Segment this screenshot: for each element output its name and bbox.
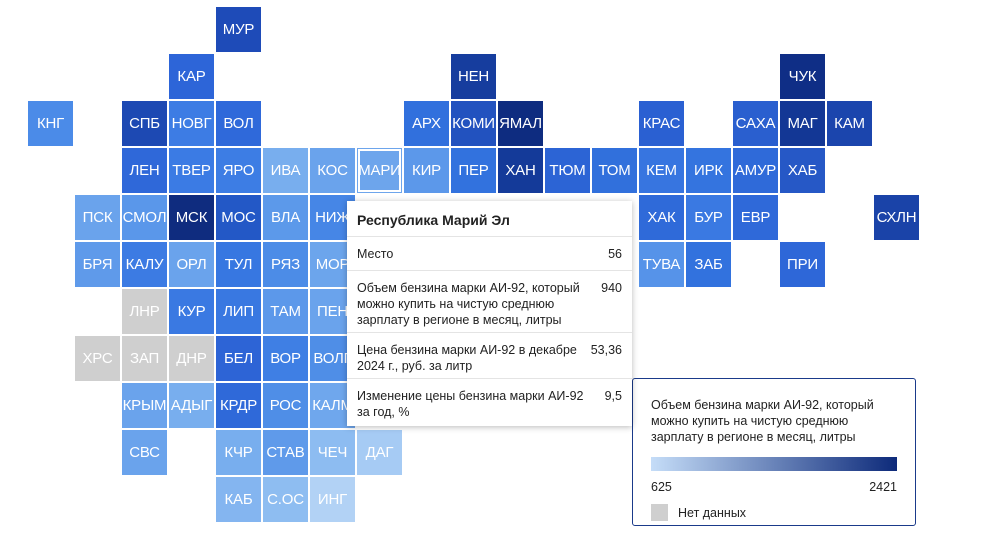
region-tile-КОМИ[interactable]: КОМИ: [451, 101, 496, 146]
region-tile-ПРИ[interactable]: ПРИ: [780, 242, 825, 287]
region-tile-ТВЕР[interactable]: ТВЕР: [169, 148, 214, 193]
region-tile-ХАН[interactable]: ХАН: [498, 148, 543, 193]
tooltip-label: Место: [357, 247, 394, 261]
tooltip-value: 56: [608, 247, 622, 261]
no-data-label: Нет данных: [678, 505, 747, 520]
region-tile-КАБ[interactable]: КАБ: [216, 477, 261, 522]
region-tile-ДАГ[interactable]: ДАГ: [357, 430, 402, 475]
region-tile-ЗАБ[interactable]: ЗАБ: [686, 242, 731, 287]
region-tile-ЯМАЛ[interactable]: ЯМАЛ: [498, 101, 543, 146]
tooltip-value: 53,36: [590, 343, 622, 357]
region-tile-БУР[interactable]: БУР: [686, 195, 731, 240]
region-tile-ЛНР[interactable]: ЛНР: [122, 289, 167, 334]
region-tile-ТЮМ[interactable]: ТЮМ: [545, 148, 590, 193]
region-tile-СХЛН[interactable]: СХЛН: [874, 195, 919, 240]
region-tile-ЕВР[interactable]: ЕВР: [733, 195, 778, 240]
legend-max-label: 2421: [869, 480, 897, 494]
region-tile-КИР[interactable]: КИР: [404, 148, 449, 193]
region-tile-СВС[interactable]: СВС: [122, 430, 167, 475]
region-tile-ИВА[interactable]: ИВА: [263, 148, 308, 193]
region-tile-КРДР[interactable]: КРДР: [216, 383, 261, 428]
region-tile-СМОЛ[interactable]: СМОЛ: [122, 195, 167, 240]
region-tile-КЕМ[interactable]: КЕМ: [639, 148, 684, 193]
no-data-swatch: [651, 504, 668, 521]
region-tile-НОВГ[interactable]: НОВГ: [169, 101, 214, 146]
legend-scale: 625 2421: [651, 480, 897, 494]
region-tile-СПБ[interactable]: СПБ: [122, 101, 167, 146]
region-tile-КАР[interactable]: КАР: [169, 54, 214, 99]
region-tile-ПЕР[interactable]: ПЕР: [451, 148, 496, 193]
tooltip-row-rank: Место 56: [347, 237, 632, 271]
region-tile-КЧР[interactable]: КЧР: [216, 430, 261, 475]
region-tile-САХА[interactable]: САХА: [733, 101, 778, 146]
legend-gradient-bar: [651, 457, 897, 471]
region-tile-РЯЗ[interactable]: РЯЗ: [263, 242, 308, 287]
region-tile-ТАМ[interactable]: ТАМ: [263, 289, 308, 334]
region-tile-С.ОС[interactable]: С.ОС: [263, 477, 308, 522]
region-tile-ХАК[interactable]: ХАК: [639, 195, 684, 240]
region-tile-КАЛУ[interactable]: КАЛУ: [122, 242, 167, 287]
tooltip-label: Объем бензина марки АИ-92, который можно…: [357, 281, 580, 327]
region-tile-ХРС[interactable]: ХРС: [75, 336, 120, 381]
tooltip-row-price: Цена бензина марки АИ-92 в декабре 2024 …: [347, 333, 632, 379]
region-tile-ВЛА[interactable]: ВЛА: [263, 195, 308, 240]
region-tile-ИРК[interactable]: ИРК: [686, 148, 731, 193]
legend-min-label: 625: [651, 480, 672, 494]
region-tile-КНГ[interactable]: КНГ: [28, 101, 73, 146]
region-tile-АРХ[interactable]: АРХ: [404, 101, 449, 146]
region-tile-АМУР[interactable]: АМУР: [733, 148, 778, 193]
region-tile-РОС[interactable]: РОС: [263, 383, 308, 428]
tooltip-row-change: Изменение цены бензина марки АИ-92 за го…: [347, 379, 632, 425]
region-tile-ЯРО[interactable]: ЯРО: [216, 148, 261, 193]
region-tile-КРЫМ[interactable]: КРЫМ: [122, 383, 167, 428]
region-tile-ОРЛ[interactable]: ОРЛ: [169, 242, 214, 287]
tooltip-title: Республика Марий Эл: [347, 201, 632, 237]
region-tile-СТАВ[interactable]: СТАВ: [263, 430, 308, 475]
color-legend: Объем бензина марки АИ-92, который можно…: [632, 378, 916, 526]
region-tile-ДНР[interactable]: ДНР: [169, 336, 214, 381]
region-tile-ТУЛ[interactable]: ТУЛ: [216, 242, 261, 287]
region-tile-КОС[interactable]: КОС: [310, 148, 355, 193]
tooltip-value: 940: [601, 281, 622, 295]
region-tile-ВОЛ[interactable]: ВОЛ: [216, 101, 261, 146]
tooltip-label: Изменение цены бензина марки АИ-92 за го…: [357, 389, 584, 419]
region-tile-ЧЕЧ[interactable]: ЧЕЧ: [310, 430, 355, 475]
region-tile-МАРИ[interactable]: МАРИ: [357, 148, 402, 193]
region-tile-КАМ[interactable]: КАМ: [827, 101, 872, 146]
region-tile-МОС[interactable]: МОС: [216, 195, 261, 240]
region-tile-ВОР[interactable]: ВОР: [263, 336, 308, 381]
region-tile-КУР[interactable]: КУР: [169, 289, 214, 334]
region-tile-ЧУК[interactable]: ЧУК: [780, 54, 825, 99]
region-tile-ХАБ[interactable]: ХАБ: [780, 148, 825, 193]
region-tile-АДЫГ[interactable]: АДЫГ: [169, 383, 214, 428]
region-tile-МСК[interactable]: МСК: [169, 195, 214, 240]
region-tile-ЛИП[interactable]: ЛИП: [216, 289, 261, 334]
region-tile-БЕЛ[interactable]: БЕЛ: [216, 336, 261, 381]
region-tile-МУР[interactable]: МУР: [216, 7, 261, 52]
region-tile-ЗАП[interactable]: ЗАП: [122, 336, 167, 381]
tooltip-row-volume: Объем бензина марки АИ-92, который можно…: [347, 271, 632, 333]
region-tile-ПСК[interactable]: ПСК: [75, 195, 120, 240]
region-tile-БРЯ[interactable]: БРЯ: [75, 242, 120, 287]
region-tile-ТОМ[interactable]: ТОМ: [592, 148, 637, 193]
region-tile-ИНГ[interactable]: ИНГ: [310, 477, 355, 522]
tooltip-value: 9,5: [604, 389, 622, 403]
legend-no-data: Нет данных: [651, 504, 897, 521]
legend-title: Объем бензина марки АИ-92, который можно…: [651, 398, 874, 444]
region-tile-КРАС[interactable]: КРАС: [639, 101, 684, 146]
region-tile-НЕН[interactable]: НЕН: [451, 54, 496, 99]
tooltip-label: Цена бензина марки АИ-92 в декабре 2024 …: [357, 343, 577, 373]
region-tile-ТУВА[interactable]: ТУВА: [639, 242, 684, 287]
region-tile-МАГ[interactable]: МАГ: [780, 101, 825, 146]
region-tooltip: Республика Марий Эл Место 56 Объем бензи…: [347, 201, 632, 426]
region-tile-ЛЕН[interactable]: ЛЕН: [122, 148, 167, 193]
